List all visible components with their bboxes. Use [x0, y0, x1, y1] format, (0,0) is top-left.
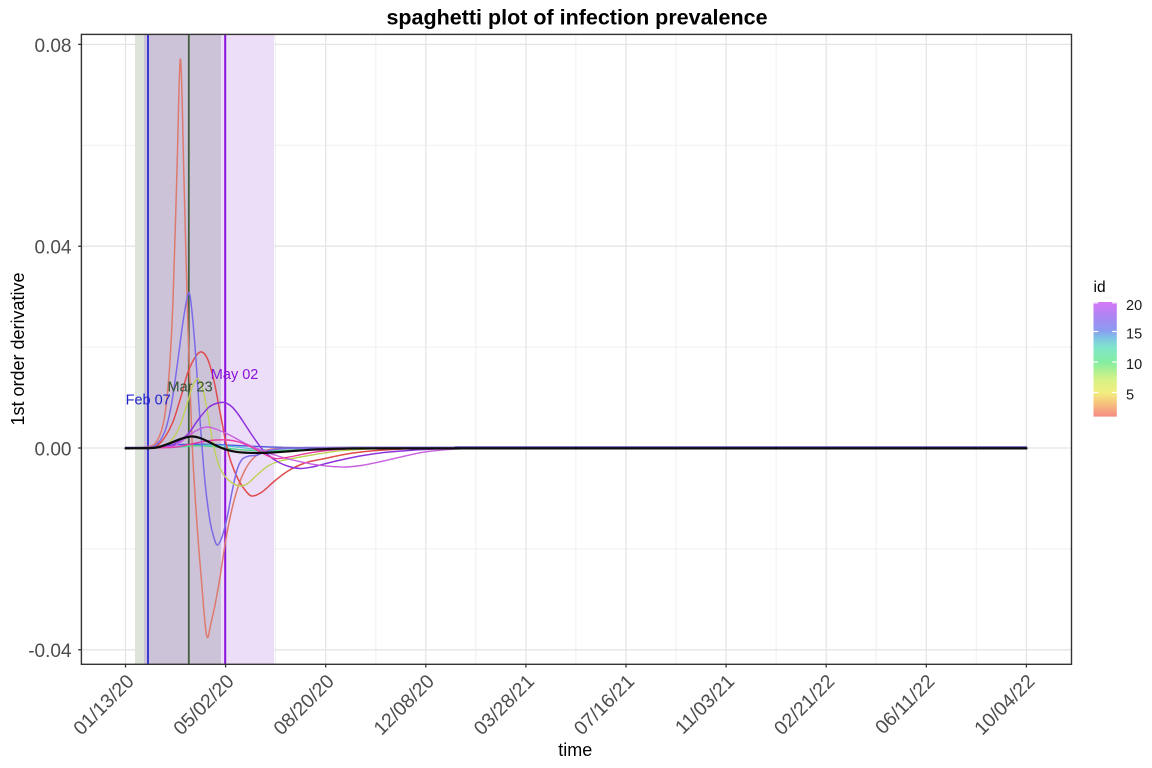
svg-text:spaghetti plot of infection pr: spaghetti plot of infection prevalence: [386, 6, 767, 30]
svg-text:0.08: 0.08: [35, 36, 72, 57]
svg-text:15: 15: [1126, 327, 1142, 343]
svg-text:time: time: [558, 740, 592, 760]
svg-text:id: id: [1094, 279, 1106, 296]
svg-text:0.00: 0.00: [35, 439, 72, 460]
svg-text:1st order derivative: 1st order derivative: [8, 272, 28, 425]
svg-text:Feb 07: Feb 07: [126, 393, 171, 409]
svg-text:20: 20: [1126, 298, 1142, 314]
svg-text:May 02: May 02: [211, 367, 259, 383]
svg-text:5: 5: [1126, 388, 1134, 404]
svg-text:0.04: 0.04: [35, 238, 72, 259]
svg-text:-0.04: -0.04: [28, 641, 72, 662]
svg-text:10: 10: [1126, 357, 1142, 373]
svg-text:Mar 23: Mar 23: [168, 380, 213, 396]
